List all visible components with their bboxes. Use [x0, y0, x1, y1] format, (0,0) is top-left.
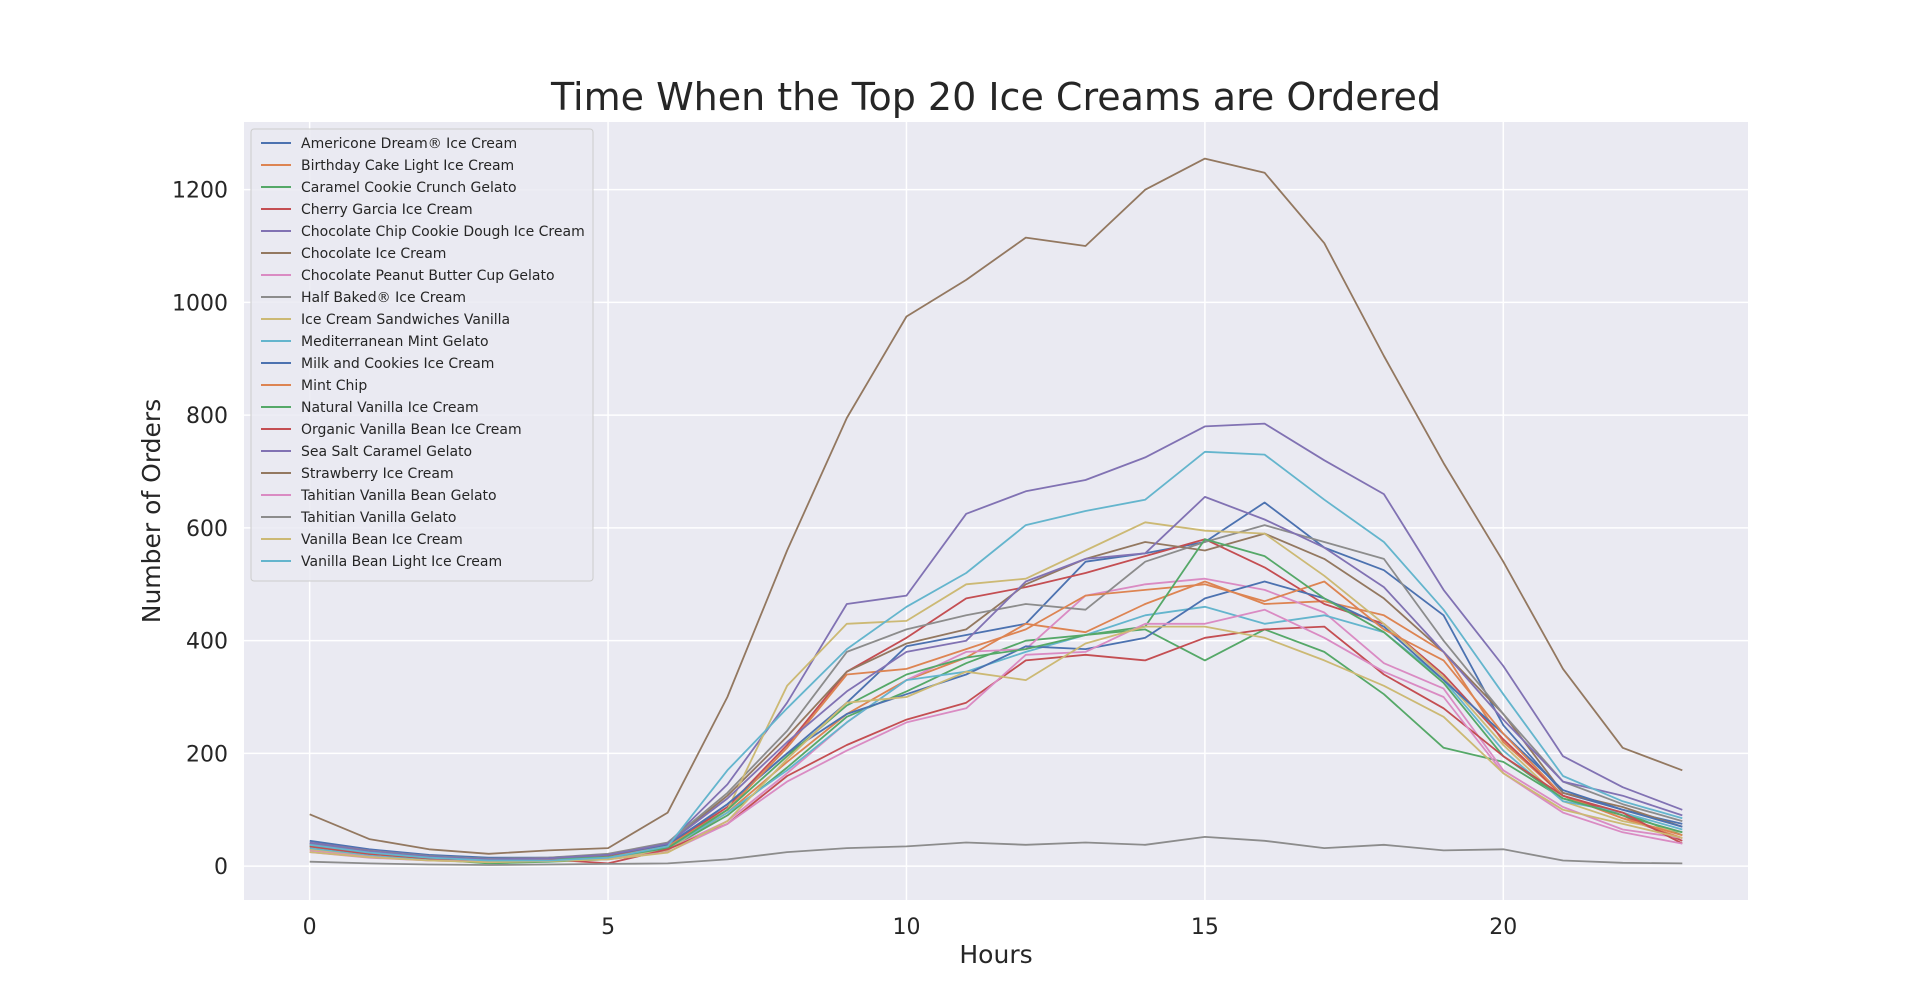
legend-entry: Tahitian Vanilla Bean Gelato	[300, 488, 497, 504]
x-tick-label: 20	[1489, 915, 1517, 940]
x-tick-label: 0	[303, 915, 317, 940]
legend-entry: Chocolate Chip Cookie Dough Ice Cream	[301, 224, 585, 240]
x-tick-label: 15	[1191, 915, 1219, 940]
legend-entry: Vanilla Bean Light Ice Cream	[301, 554, 502, 570]
legend-entry: Americone Dream® Ice Cream	[301, 136, 517, 152]
y-tick-label: 600	[186, 517, 228, 542]
series-line	[309, 836, 1683, 866]
y-tick-label: 400	[186, 630, 228, 655]
series-line	[309, 157, 1683, 855]
legend-entry: Sea Salt Caramel Gelato	[301, 444, 472, 460]
legend-entry: Milk and Cookies Ice Cream	[301, 356, 494, 372]
x-tick-label: 10	[892, 915, 920, 940]
legend-entry: Mediterranean Mint Gelato	[301, 334, 489, 350]
y-tick-label: 1200	[172, 179, 228, 204]
legend-box	[250, 128, 594, 582]
legend-entry: Organic Vanilla Bean Ice Cream	[301, 422, 522, 438]
x-axis-label: Hours	[959, 940, 1032, 969]
legend-entry: Chocolate Ice Cream	[301, 246, 446, 262]
legend-entry: Birthday Cake Light Ice Cream	[301, 158, 514, 174]
legend-entry: Cherry Garcia Ice Cream	[301, 202, 473, 218]
legend-entry: Tahitian Vanilla Gelato	[300, 510, 456, 526]
series-lines	[309, 157, 1683, 866]
x-tick-label: 5	[601, 915, 615, 940]
legend-entry: Half Baked® Ice Cream	[301, 290, 466, 306]
legend-entry: Ice Cream Sandwiches Vanilla	[301, 312, 510, 328]
y-tick-label: 0	[214, 855, 228, 880]
legend-entry: Natural Vanilla Ice Cream	[301, 400, 479, 416]
y-axis-label: Number of Orders	[137, 399, 166, 624]
legend-entry: Chocolate Peanut Butter Cup Gelato	[301, 268, 555, 284]
y-tick-label: 800	[186, 404, 228, 429]
legend-entry: Mint Chip	[301, 378, 367, 394]
y-tick-label: 200	[186, 742, 228, 767]
legend-entry: Vanilla Bean Ice Cream	[301, 532, 463, 548]
y-tick-label: 1000	[172, 291, 228, 316]
series-line	[309, 450, 1683, 862]
chart-title: Time When the Top 20 Ice Creams are Orde…	[550, 75, 1441, 119]
legend-entry: Caramel Cookie Crunch Gelato	[301, 180, 517, 196]
legend-entry: Strawberry Ice Cream	[301, 466, 454, 482]
legend: Americone Dream® Ice Cream Birthday Cake …	[250, 128, 594, 582]
series-line	[309, 495, 1683, 861]
